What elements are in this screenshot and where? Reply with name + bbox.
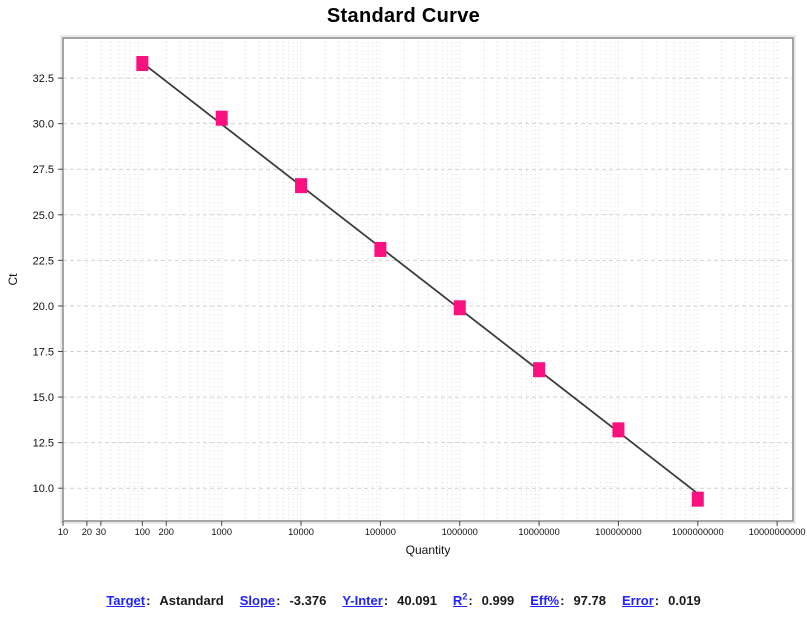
x-axis-tick-label: 30 xyxy=(96,527,106,537)
x-axis-tick-label: 1000000000 xyxy=(672,527,724,537)
stat-item-eff: Eff%: 97.78 xyxy=(530,593,606,608)
plot-frame xyxy=(62,37,794,522)
stat-label-eff[interactable]: Eff% xyxy=(530,593,560,609)
x-axis-tick-label: 20 xyxy=(82,527,92,537)
stat-value-slope: -3.376 xyxy=(289,593,327,609)
data-point[interactable] xyxy=(374,241,387,257)
stat-item-r2: R2: 0.999 xyxy=(453,592,514,608)
stat-label-target[interactable]: Target xyxy=(106,593,146,609)
stat-colon: : xyxy=(383,593,389,609)
stat-value-yinter: 40.091 xyxy=(397,593,437,609)
stat-value-r2: 0.999 xyxy=(481,593,515,609)
x-axis-tick-label: 200 xyxy=(158,527,174,537)
x-axis-tick-label: 10 xyxy=(58,527,68,537)
y-axis-tick-label: 32.5 xyxy=(33,73,54,85)
stat-label-slope[interactable]: Slope xyxy=(239,593,276,609)
x-axis-title: Quantity xyxy=(406,543,451,557)
stat-colon: : xyxy=(468,593,473,609)
y-axis-tick-label: 15.0 xyxy=(33,392,54,404)
stat-value-target: Astandard xyxy=(159,593,224,609)
x-axis-tick-label: 10000000 xyxy=(518,527,559,537)
y-axis-tick-label: 27.5 xyxy=(33,164,54,176)
y-axis-tick-label: 25.0 xyxy=(33,210,54,222)
data-point[interactable] xyxy=(612,422,625,438)
x-axis-tick-label: 100 xyxy=(135,527,151,537)
stat-label-yinter[interactable]: Y-Inter xyxy=(342,593,383,609)
x-axis-tick-label: 1000000 xyxy=(442,527,478,537)
chart-title: Standard Curve xyxy=(326,5,481,27)
data-point[interactable] xyxy=(136,56,149,72)
plot-frame-bevel xyxy=(60,35,796,524)
stat-item-yinter: Y-Inter: 40.091 xyxy=(342,593,437,608)
stats-bar: Target: Astandard Slope: -3.376 Y-Inter: 40.0… xyxy=(0,592,807,608)
x-axis-tick-label: 100000000 xyxy=(595,527,642,537)
stat-colon: : xyxy=(276,593,281,609)
data-point[interactable] xyxy=(295,178,308,194)
y-axis-tick-label: 20.0 xyxy=(33,301,54,313)
y-axis-tick-label: 10.0 xyxy=(33,483,54,495)
y-axis-tick-label: 17.5 xyxy=(33,346,54,358)
stat-colon: : xyxy=(560,593,565,609)
data-point[interactable] xyxy=(533,362,546,378)
y-axis-tick-label: 12.5 xyxy=(33,438,54,450)
stat-label-superscript: 2 xyxy=(462,592,468,602)
stat-label-r2[interactable]: R2 xyxy=(452,592,468,609)
standard-curve-plot: 10 20 30 100 200 1000 10000 100000 1000000 100000… xyxy=(6,35,806,557)
stat-label-error[interactable]: Error xyxy=(622,593,654,609)
x-axis-tick-label: 10000 xyxy=(288,527,314,537)
stat-item-error: Error: 0.019 xyxy=(622,593,701,608)
data-point[interactable] xyxy=(453,300,466,316)
data-point[interactable] xyxy=(215,110,228,126)
x-axis-tick-label: 100000 xyxy=(365,527,396,537)
stat-colon: : xyxy=(654,593,660,609)
y-axis-tick-label: 22.5 xyxy=(33,255,54,267)
x-axis-tick-label: 1000 xyxy=(211,527,232,537)
stat-value-error: 0.019 xyxy=(668,593,701,609)
stat-item-slope: Slope: -3.376 xyxy=(240,593,327,608)
stat-item-target: Target: Astandard xyxy=(106,593,223,608)
x-axis-tick-label: 10000000000 xyxy=(749,527,806,537)
data-point[interactable] xyxy=(691,491,704,507)
y-axis-title: Ct xyxy=(6,273,20,286)
y-axis-tick-label: 30.0 xyxy=(33,119,54,131)
stat-colon: : xyxy=(146,593,151,609)
fit-line xyxy=(141,62,699,495)
stat-value-eff: 97.78 xyxy=(573,593,606,609)
